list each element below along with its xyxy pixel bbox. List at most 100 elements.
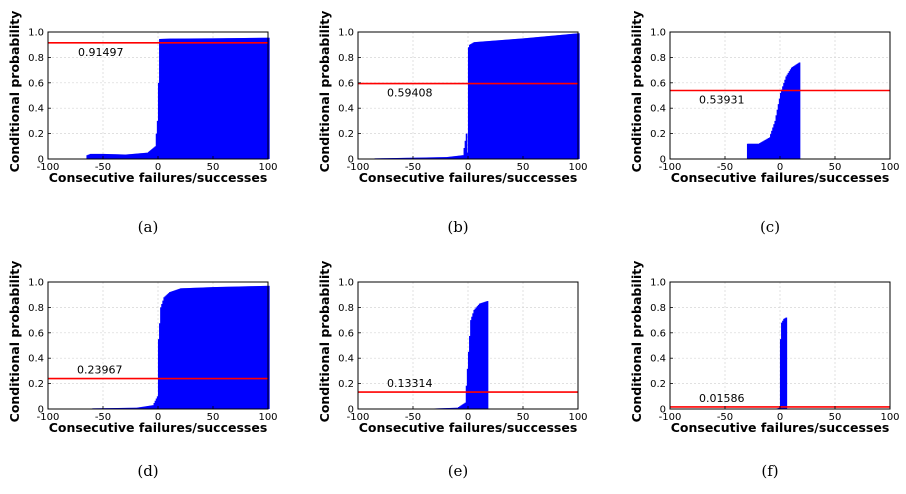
bar: [566, 34, 569, 160]
bar: [481, 41, 483, 159]
bar: [122, 407, 125, 409]
bar: [206, 287, 209, 409]
bar: [231, 38, 234, 159]
bar: [525, 38, 527, 159]
bar: [237, 286, 239, 409]
bar: [775, 115, 778, 159]
bar: [214, 287, 216, 409]
bar: [417, 157, 420, 159]
bar: [155, 133, 158, 159]
bar: [509, 39, 512, 160]
bar: [86, 155, 89, 159]
bar: [189, 38, 192, 159]
bar: [214, 38, 216, 160]
x-tick-label: -50: [717, 412, 733, 423]
x-axis-label: Consecutive failures/successes: [671, 170, 890, 185]
bar: [781, 89, 783, 159]
bar: [469, 44, 471, 160]
bar: [475, 41, 478, 160]
subplot-a: 0.91497 0 0.2 0.4 0.6 0.8 1.0 -100 -50 0 50 100Cons…: [7, 11, 278, 236]
bar: [505, 39, 508, 159]
subplot-caption: (c): [760, 218, 780, 236]
bar: [544, 36, 547, 159]
bar: [575, 33, 578, 159]
bar: [131, 153, 134, 159]
bar: [154, 400, 157, 409]
bar: [571, 33, 574, 159]
bar: [403, 157, 405, 159]
bar: [105, 153, 107, 159]
bar: [179, 38, 182, 160]
y-tick-label: 0.4: [28, 354, 44, 365]
bar: [787, 72, 790, 159]
bar: [151, 405, 154, 409]
bar: [515, 38, 517, 159]
bar: [178, 288, 181, 409]
y-tick-label: 0.2: [28, 379, 44, 390]
y-tick-label: 0: [38, 155, 44, 166]
bar: [407, 157, 410, 159]
bar: [503, 39, 505, 159]
bar: [234, 38, 237, 159]
bar: [450, 156, 453, 159]
bar: [143, 152, 146, 159]
bar: [245, 37, 248, 159]
bar: [456, 155, 459, 159]
bar: [420, 157, 423, 159]
x-axis-label: Consecutive failures/successes: [49, 170, 268, 185]
y-tick-label: 0.8: [338, 53, 354, 64]
y-tick-label: 0: [660, 405, 666, 416]
bar: [146, 406, 149, 409]
x-tick-label: -50: [95, 412, 111, 423]
x-tick-label: 50: [207, 162, 220, 173]
bar: [238, 286, 240, 409]
y-tick-label: 0: [38, 405, 44, 416]
bar: [470, 320, 472, 409]
bar: [112, 154, 115, 159]
y-tick-label: 0: [348, 155, 354, 166]
bar: [89, 153, 92, 159]
bar: [177, 38, 180, 159]
bar: [481, 302, 483, 409]
bar: [458, 407, 460, 409]
bar: [437, 157, 439, 159]
bar: [144, 152, 147, 159]
bar: [239, 286, 242, 409]
bar: [208, 287, 211, 409]
x-tick-label: 50: [207, 412, 220, 423]
bar: [570, 33, 572, 159]
bar: [156, 120, 159, 159]
bar: [229, 38, 232, 159]
x-tick-label: 50: [517, 162, 530, 173]
bar: [451, 156, 454, 159]
bar: [199, 287, 202, 409]
y-axis-label: Conditional probability: [7, 261, 22, 423]
x-tick-label: -100: [37, 412, 60, 423]
bar: [784, 318, 787, 409]
bar: [561, 34, 564, 159]
bar: [131, 407, 134, 409]
bar: [255, 37, 258, 159]
bar: [798, 62, 801, 160]
bar: [440, 157, 443, 159]
bar: [499, 40, 502, 159]
bar: [551, 35, 554, 159]
bar: [122, 154, 125, 159]
bar: [137, 407, 139, 409]
bar: [161, 304, 163, 409]
bar: [150, 149, 152, 159]
bar: [405, 157, 407, 159]
bar: [123, 407, 126, 409]
bar: [198, 287, 201, 409]
bar: [539, 36, 542, 159]
bar: [118, 154, 121, 159]
bar: [110, 154, 113, 159]
y-tick-label: 0.6: [650, 78, 666, 89]
bar: [453, 407, 456, 409]
y-tick-label: 0.8: [650, 53, 666, 64]
bar: [255, 286, 258, 409]
bar: [200, 38, 203, 160]
subplot-caption: (b): [447, 218, 468, 236]
bar: [245, 286, 248, 409]
bar: [210, 287, 213, 409]
